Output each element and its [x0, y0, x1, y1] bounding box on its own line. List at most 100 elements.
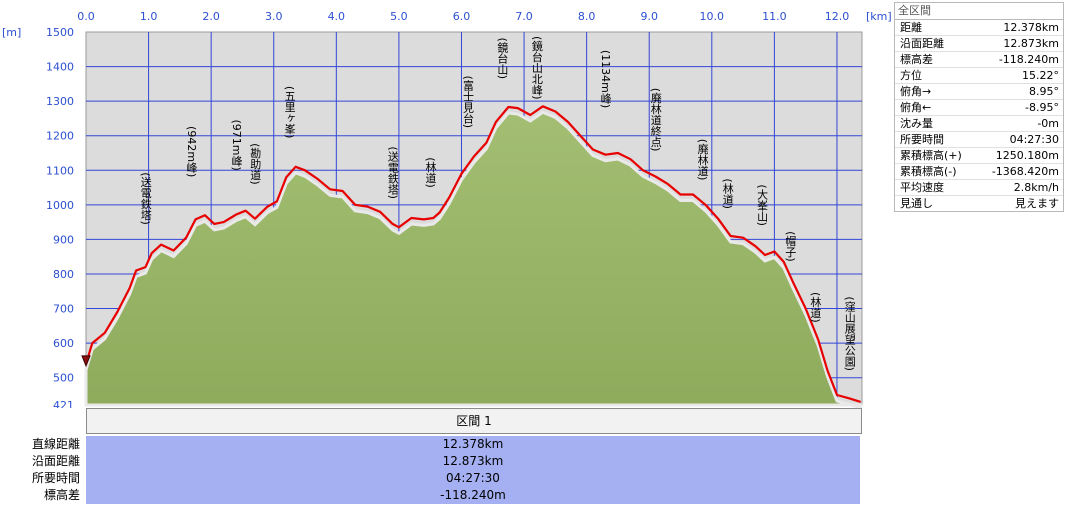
- elevation-profile-line: [84, 105, 862, 403]
- summary-row-value: 見えます: [1015, 197, 1059, 210]
- summary-row-value: 8.95°: [1029, 85, 1059, 98]
- summary-row-label: 俯角→: [900, 85, 932, 98]
- summary-row-label: 標高差: [900, 53, 933, 66]
- x-tick-label: 11.0: [762, 10, 787, 23]
- poi-label: (送電鉄塔): [139, 172, 152, 225]
- summary-row-label: 累積標高(+): [900, 149, 962, 162]
- poi-label: (971m峰): [230, 119, 243, 170]
- summary-row: 俯角→ 8.95°: [895, 84, 1063, 100]
- summary-row-value: 04:27:30: [1009, 133, 1059, 146]
- elevation-chart: [m] [km] (送電鉄塔) (942m峰) (971m峰) (勘助道) (五里ヶ峯)…: [2, 10, 892, 408]
- summary-row: 沈み量 -0m: [895, 116, 1063, 132]
- y-tick-label: 1500: [46, 26, 74, 39]
- x-tick-label: 2.0: [202, 10, 220, 23]
- x-tick-label: 8.0: [578, 10, 596, 23]
- y-tick-label: 1100: [46, 164, 74, 177]
- poi-label: (942m峰): [185, 126, 198, 177]
- summary-row-label: 俯角←: [900, 101, 932, 114]
- poi-label: (林道): [721, 178, 734, 209]
- summary-row-label: 平均速度: [900, 181, 944, 194]
- x-tick-label: 7.0: [515, 10, 533, 23]
- y-tick-label: 1400: [46, 61, 74, 74]
- summary-row-value: 12.873km: [1003, 37, 1059, 50]
- summary-row-label: 所要時間: [900, 133, 944, 146]
- section-row-value: 12.378km: [86, 436, 860, 453]
- terrain-area: [84, 110, 863, 408]
- y-tick-label: 1000: [46, 199, 74, 212]
- x-tick-label: 9.0: [640, 10, 658, 23]
- x-tick-label: 12.0: [825, 10, 850, 23]
- summary-row: 見通し 見えます: [895, 196, 1063, 211]
- axis-ticks: 0.0 1.0 2.0 3.0 4.0 5.0 6.0 7.0 8.0 9.0 10.0 11.0 12…: [46, 10, 849, 408]
- section-row-value: 12.873km: [86, 453, 860, 470]
- summary-row-label: 沈み量: [900, 117, 933, 130]
- summary-row-label: 沿面距離: [900, 37, 944, 50]
- y-tick-label: 800: [53, 268, 74, 281]
- summary-row: 標高差 -118.240m: [895, 52, 1063, 68]
- x-tick-label: 0.0: [77, 10, 95, 23]
- x-tick-label: 5.0: [390, 10, 408, 23]
- section-row-label: 直線距離: [31, 437, 80, 451]
- poi-label: (五里ヶ峯): [283, 86, 296, 139]
- section-row: 所要時間 04:27:30: [0, 470, 864, 487]
- summary-row: 平均速度 2.8km/h: [895, 180, 1063, 196]
- summary-row-label: 距離: [900, 21, 922, 34]
- summary-row-label: 見通し: [900, 197, 933, 210]
- profile-line-layer: [84, 105, 862, 403]
- summary-row-label: 方位: [900, 69, 922, 82]
- summary-row-value: -118.240m: [998, 53, 1059, 66]
- section-row-label: 沿面距離: [31, 454, 80, 468]
- y-tick-label: 700: [53, 303, 74, 316]
- x-tick-label: 10.0: [700, 10, 725, 23]
- poi-label: (鏡台山北峰): [530, 36, 543, 100]
- poi-label: (帽子): [784, 231, 797, 262]
- start-point-icon: [81, 355, 91, 368]
- summary-row-label: 累積標高(-): [900, 165, 957, 178]
- summary-row-value: 2.8km/h: [1013, 181, 1059, 194]
- y-tick-label: 900: [53, 233, 74, 246]
- poi-label: (1134m峰): [599, 50, 612, 108]
- summary-row-value: -1368.420m: [991, 165, 1059, 178]
- x-tick-label: 4.0: [328, 10, 346, 23]
- summary-row: 俯角← -8.95°: [895, 100, 1063, 116]
- x-unit-label: [km]: [866, 10, 892, 23]
- section-row-value: 04:27:30: [86, 470, 860, 487]
- poi-label: (送電鉄塔): [386, 146, 399, 199]
- section-row-label: 標高差: [43, 488, 80, 502]
- summary-row-value: 12.378km: [1003, 21, 1059, 34]
- summary-row: 沿面距離 12.873km: [895, 36, 1063, 52]
- summary-panel-title: 全区間: [895, 3, 1063, 20]
- poi-labels: (送電鉄塔) (942m峰) (971m峰) (勘助道) (五里ヶ峯) (送電鉄塔) (林道…: [139, 36, 856, 371]
- summary-row: 所要時間 04:27:30: [895, 132, 1063, 148]
- summary-row: 累積標高(+) 1250.180m: [895, 148, 1063, 164]
- section-row: 標高差 -118.240m: [0, 487, 864, 504]
- section-header[interactable]: 区間 1: [86, 408, 862, 434]
- start-marker: [81, 355, 91, 368]
- x-tick-label: 1.0: [140, 10, 158, 23]
- y-tick-label: 1200: [46, 130, 74, 143]
- summary-row: 方位 15.22°: [895, 68, 1063, 84]
- y-unit-label: [m]: [2, 26, 21, 39]
- poi-label: (富士見台): [462, 75, 475, 128]
- poi-label: (林道): [809, 292, 822, 323]
- summary-row: 累積標高(-) -1368.420m: [895, 164, 1063, 180]
- y-tick-label: 1300: [46, 95, 74, 108]
- poi-label: (鏡台山): [496, 38, 509, 80]
- section-row: 直線距離 12.378km: [0, 436, 864, 453]
- summary-row-value: 1250.180m: [995, 149, 1059, 162]
- summary-panel: 全区間 距離 12.378km 沿面距離 12.873km 標高差 -118.240m 方位…: [894, 2, 1064, 212]
- x-tick-label: 3.0: [265, 10, 283, 23]
- poi-label: (廃林道終点): [649, 88, 662, 152]
- y-tick-label: 500: [53, 372, 74, 385]
- summary-row-value: 15.22°: [1022, 69, 1059, 82]
- poi-label: (林道): [424, 157, 437, 188]
- y-tick-label: 421: [53, 399, 74, 408]
- poi-label: (大峯山): [756, 184, 769, 226]
- section-row-label: 所要時間: [31, 471, 80, 485]
- x-tick-label: 6.0: [453, 10, 471, 23]
- summary-row: 距離 12.378km: [895, 20, 1063, 36]
- poi-label: (窪山展望公園): [843, 296, 856, 371]
- section-row: 沿面距離 12.873km: [0, 453, 864, 470]
- section-row-value: -118.240m: [86, 487, 860, 504]
- summary-row-value: -8.95°: [1025, 101, 1059, 114]
